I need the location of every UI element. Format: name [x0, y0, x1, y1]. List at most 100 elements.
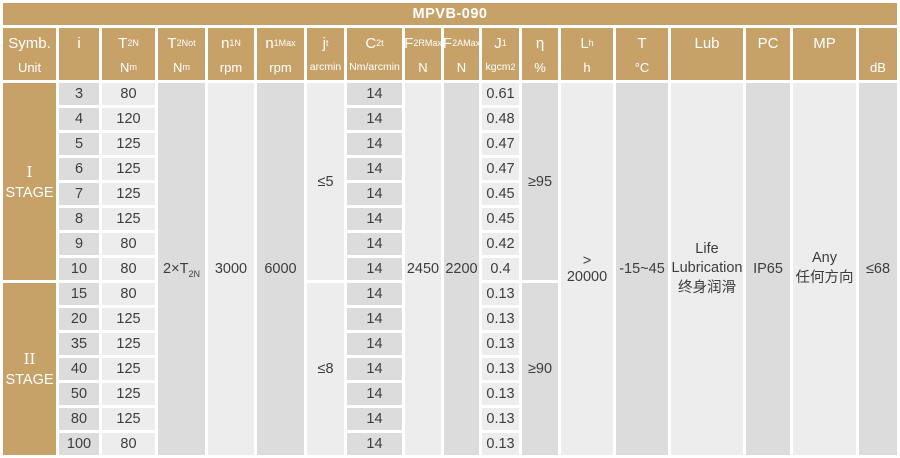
cell-i: 50 [59, 383, 99, 405]
cell-i: 80 [59, 408, 99, 430]
table-row: 50 125 14 0.13 [3, 383, 897, 405]
table-row: 9 80 14 0.42 [3, 233, 897, 255]
cell-i: 6 [59, 158, 99, 180]
table-row: 40 125 14 0.13 [3, 358, 897, 380]
cell-i: 7 [59, 183, 99, 205]
cell-c2t: 14 [347, 383, 402, 405]
table-row: 4 120 14 0.48 [3, 108, 897, 130]
stage-1-label: I STAGE [3, 83, 56, 280]
cell-i: 3 [59, 83, 99, 105]
cell-i: 9 [59, 233, 99, 255]
cell-t2n: 125 [102, 408, 155, 430]
cell-i: 5 [59, 133, 99, 155]
cell-t2not-merged: 2×T2N [158, 83, 205, 455]
cell-c2t: 14 [347, 208, 402, 230]
cell-t2n: 125 [102, 333, 155, 355]
cell-i: 10 [59, 258, 99, 280]
cell-c2t: 14 [347, 283, 402, 305]
table-row: 80 125 14 0.13 [3, 408, 897, 430]
cell-j1: 0.47 [482, 133, 519, 155]
cell-c2t: 14 [347, 83, 402, 105]
table-row: 20 125 14 0.13 [3, 308, 897, 330]
cell-c2t: 14 [347, 258, 402, 280]
cell-i: 20 [59, 308, 99, 330]
cell-eta-stage1: ≥95 [522, 83, 558, 280]
table-row: 7 125 14 0.45 [3, 183, 897, 205]
col-header-c2t: C 2t Nm/arcmin [347, 28, 402, 80]
cell-t2n: 80 [102, 283, 155, 305]
table-row: II STAGE 15 80 ≤8 14 0.13 ≥90 [3, 283, 897, 455]
cell-j1: 0.13 [482, 383, 519, 405]
cell-t2n: 80 [102, 83, 155, 105]
cell-t2n: 125 [102, 158, 155, 180]
col-header-db: dB [859, 28, 898, 80]
cell-c2t: 14 [347, 308, 402, 330]
cell-t2n: 125 [102, 358, 155, 380]
cell-c2t: 14 [347, 158, 402, 180]
col-header-symb-unit: Symb. Unit [3, 28, 56, 80]
cell-c2t: 14 [347, 233, 402, 255]
cell-c2t: 14 [347, 333, 402, 355]
cell-eta-stage2: ≥90 [522, 283, 558, 455]
cell-t2n: 80 [102, 258, 155, 280]
cell-t2n: 80 [102, 233, 155, 255]
cell-t2n: 125 [102, 208, 155, 230]
table-row: I STAGE 3 80 2×T2N 3000 6000 ≤5 14 2450 … [3, 83, 898, 455]
cell-i: 8 [59, 208, 99, 230]
cell-c2t: 14 [347, 183, 402, 205]
cell-t2n: 125 [102, 133, 155, 155]
cell-t2n: 120 [102, 108, 155, 130]
col-header-f2amax: F 2AMax N [444, 28, 479, 80]
cell-lh-merged: > 20000 [561, 83, 613, 455]
col-header-i: i [59, 28, 99, 80]
col-header-n1max: n 1Max rpm [257, 28, 304, 80]
col-header-n1n: n 1N rpm [208, 28, 254, 80]
cell-temp-merged: -15~45 [616, 83, 668, 455]
table-row: 100 80 14 0.13 [3, 433, 897, 455]
cell-j1: 0.45 [482, 183, 519, 205]
cell-j1: 0.13 [482, 408, 519, 430]
page-title: MPVB-090 [3, 3, 898, 25]
cell-c2t: 14 [347, 133, 402, 155]
unit-label: Unit [17, 59, 42, 75]
col-header-t: T °C [616, 28, 668, 80]
cell-j1: 0.13 [482, 333, 519, 355]
cell-jt-stage2: ≤8 [307, 283, 344, 455]
col-header-f2rmax: F 2RMax N [405, 28, 441, 80]
col-header-eta: η % [522, 28, 558, 80]
cell-j1: 0.13 [482, 308, 519, 330]
cell-i: 35 [59, 333, 99, 355]
cell-lub-merged: Life Lubrication 终身润滑 [671, 83, 743, 455]
table-row: 6 125 14 0.47 [3, 158, 897, 180]
cell-j1: 0.42 [482, 233, 519, 255]
cell-jt-stage1: ≤5 [307, 83, 344, 280]
cell-t2n: 125 [102, 308, 155, 330]
cell-j1: 0.61 [482, 83, 519, 105]
cell-c2t: 14 [347, 433, 402, 455]
cell-j1: 0.4 [482, 258, 519, 280]
cell-j1: 0.13 [482, 283, 519, 305]
cell-j1: 0.13 [482, 433, 519, 455]
cell-c2t: 14 [347, 408, 402, 430]
cell-i: 4 [59, 108, 99, 130]
cell-mp-merged: Any 任何方向 [793, 83, 856, 455]
cell-t2n: 80 [102, 433, 155, 455]
cell-i: 40 [59, 358, 99, 380]
col-header-pc: PC [746, 28, 790, 80]
cell-j1: 0.47 [482, 158, 519, 180]
table-row: 10 80 14 0.4 [3, 258, 897, 280]
cell-j1: 0.13 [482, 358, 519, 380]
cell-f2amax-merged: 2200 [444, 83, 479, 455]
col-header-mp: MP [793, 28, 856, 80]
cell-t2n: 125 [102, 383, 155, 405]
symb-label: Symb. [8, 34, 51, 52]
cell-t2n: 125 [102, 183, 155, 205]
table-row: 8 125 14 0.45 [3, 208, 897, 230]
cell-n1max-merged: 6000 [257, 83, 304, 455]
